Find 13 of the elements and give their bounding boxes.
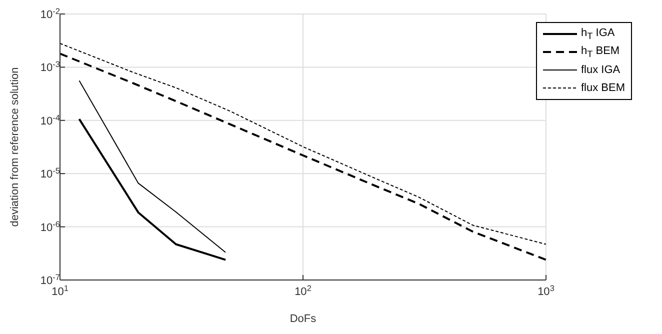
y-tick-label: 10$^{-4}$ [40, 112, 60, 128]
y-tick-label: 10$^{-2}$ [40, 6, 60, 21]
legend-label: flux IGA [580, 64, 620, 76]
x-tick-label: 10$^{3}$ [538, 284, 555, 298]
legend-label: flux BEM [580, 82, 625, 94]
y-tick-label: 10$^{-5}$ [40, 166, 60, 181]
y-axis-title: deviation from reference solution [9, 67, 21, 227]
x-axis-title: DoFs [290, 313, 317, 325]
legend-label: h$_{T}$ IGA [580, 26, 615, 42]
legend-label: h$_{T}$ BEM [580, 44, 620, 60]
y-tick-label: 10$^{-3}$ [40, 60, 60, 74]
x-tick-label: 10$^{2}$ [294, 284, 312, 298]
y-tick-label: 10$^{-6}$ [40, 219, 60, 234]
